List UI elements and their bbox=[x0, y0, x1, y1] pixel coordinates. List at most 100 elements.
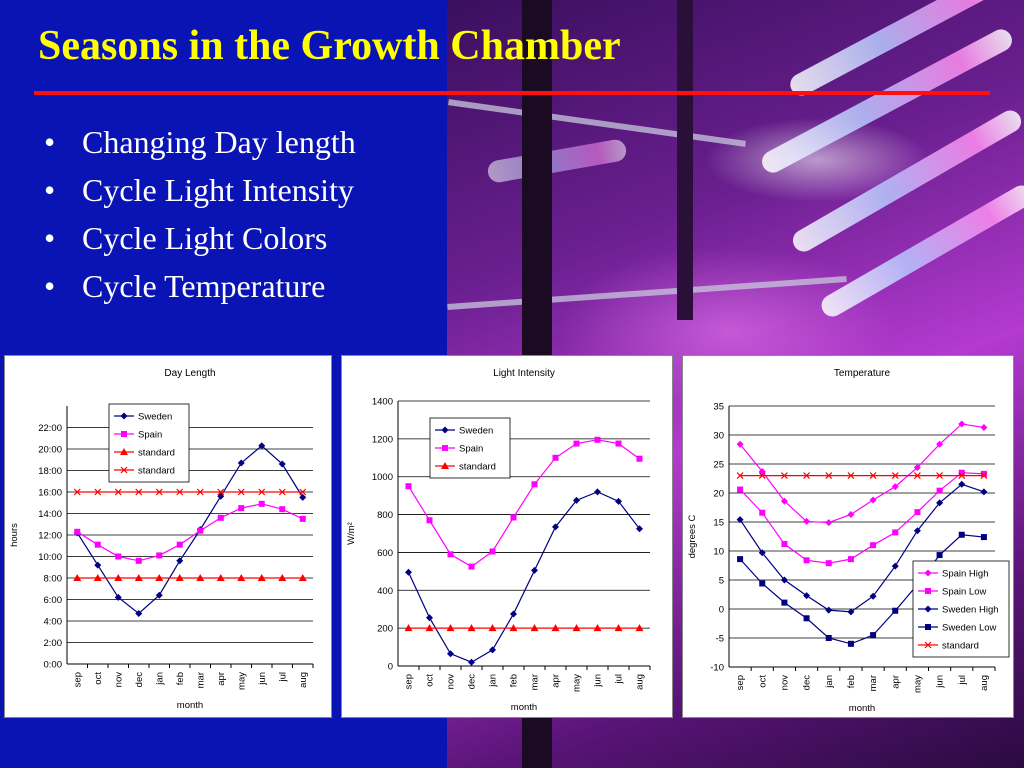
legend-marker bbox=[924, 569, 932, 577]
data-point bbox=[780, 576, 788, 584]
x-axis-label: month bbox=[849, 703, 875, 714]
data-point bbox=[156, 552, 163, 559]
data-point bbox=[825, 560, 832, 567]
data-point bbox=[958, 420, 966, 428]
data-point bbox=[758, 472, 766, 480]
x-tick-label: apr bbox=[216, 672, 227, 686]
legend-label: standard bbox=[459, 462, 496, 473]
data-point bbox=[803, 615, 810, 622]
series-line bbox=[76, 503, 304, 562]
data-point bbox=[299, 493, 307, 501]
x-tick-label: jan bbox=[824, 675, 835, 689]
chart-legend: Sweden Spain standard standard bbox=[108, 403, 190, 483]
y-tick-label: 6:00 bbox=[44, 595, 63, 606]
data-point bbox=[196, 574, 205, 581]
y-axis-label: hours bbox=[9, 523, 20, 547]
data-point bbox=[869, 472, 877, 480]
data-point bbox=[870, 632, 877, 639]
data-point bbox=[278, 460, 286, 468]
data-point bbox=[94, 541, 101, 548]
data-point bbox=[573, 496, 580, 504]
x-tick-label: nov bbox=[779, 675, 790, 691]
data-point bbox=[594, 436, 601, 443]
data-point bbox=[425, 624, 434, 632]
series-sweden bbox=[405, 488, 643, 666]
data-point bbox=[176, 557, 184, 565]
data-point bbox=[551, 624, 560, 632]
data-point bbox=[217, 492, 225, 500]
x-tick-label: oct bbox=[425, 674, 436, 687]
series-standard bbox=[73, 488, 307, 496]
data-point bbox=[176, 488, 184, 496]
shelf-rail bbox=[447, 276, 847, 310]
y-tick-label: 2:00 bbox=[44, 638, 63, 649]
data-point bbox=[803, 557, 810, 564]
data-point bbox=[217, 488, 225, 496]
series-standard bbox=[73, 574, 307, 581]
legend-marker bbox=[441, 426, 449, 434]
data-point bbox=[892, 529, 899, 536]
y-tick-label: 0:00 bbox=[44, 660, 63, 671]
x-tick-label: jan bbox=[154, 672, 165, 686]
x-tick-label: jan bbox=[488, 674, 499, 688]
bullet-item: • Cycle Light Colors bbox=[44, 214, 356, 262]
series-spain-low bbox=[737, 469, 987, 567]
data-point bbox=[93, 574, 102, 581]
data-point bbox=[237, 459, 245, 467]
data-point bbox=[936, 487, 943, 494]
data-point bbox=[980, 470, 987, 477]
x-tick-label: jul bbox=[957, 675, 968, 686]
temperature-chart: Temperature -10 -5 0 5 10 15 20 25 30 35 sep oct nov d… bbox=[682, 355, 1014, 718]
data-point bbox=[825, 472, 833, 480]
bullet-item: • Changing Day length bbox=[44, 118, 356, 166]
data-point bbox=[573, 440, 580, 447]
y-axis-label: degrees C bbox=[687, 514, 698, 558]
series-spain bbox=[74, 500, 306, 564]
y-tick-label: 22:00 bbox=[38, 423, 62, 434]
data-point bbox=[552, 523, 559, 531]
data-point bbox=[115, 553, 122, 560]
data-point bbox=[510, 610, 517, 618]
data-point bbox=[636, 455, 643, 462]
y-tick-label: 1200 bbox=[372, 434, 393, 445]
data-point bbox=[593, 624, 602, 632]
x-tick-label: dec bbox=[134, 672, 145, 688]
data-point bbox=[257, 574, 266, 581]
data-point bbox=[869, 592, 877, 600]
x-tick-label: nov bbox=[113, 672, 124, 688]
data-point bbox=[980, 472, 988, 480]
y-tick-label: 4:00 bbox=[44, 617, 63, 628]
y-tick-label: 0 bbox=[719, 605, 724, 616]
data-point bbox=[936, 472, 944, 480]
data-point bbox=[614, 624, 623, 632]
data-point bbox=[615, 497, 622, 505]
y-axis-label: W/m² bbox=[346, 522, 357, 545]
x-tick-label: jul bbox=[277, 672, 288, 683]
x-tick-label: oct bbox=[757, 675, 768, 688]
data-point bbox=[615, 440, 622, 447]
y-tick-label: 10 bbox=[713, 547, 724, 558]
x-tick-label: jul bbox=[614, 674, 625, 685]
data-point bbox=[781, 599, 788, 606]
y-tick-label: 20 bbox=[713, 489, 724, 500]
x-tick-label: may bbox=[236, 672, 247, 690]
data-point bbox=[737, 486, 744, 493]
data-point bbox=[781, 541, 788, 548]
data-point bbox=[258, 442, 266, 450]
data-point bbox=[913, 463, 921, 471]
x-tick-label: jun bbox=[935, 675, 946, 689]
data-point bbox=[155, 574, 164, 581]
bullet-item: • Cycle Light Intensity bbox=[44, 166, 356, 214]
data-point bbox=[404, 624, 413, 632]
legend-marker bbox=[442, 445, 448, 451]
data-point bbox=[467, 624, 476, 632]
data-point bbox=[405, 568, 412, 576]
legend-label: Spain High bbox=[942, 569, 988, 580]
x-tick-label: feb bbox=[846, 675, 857, 688]
day-length-plot: Day Length 0:00 2:00 4:00 6:00 8:00 10:00 12:00… bbox=[9, 368, 314, 711]
y-tick-label: 0 bbox=[388, 662, 393, 673]
data-point bbox=[447, 551, 454, 558]
data-point bbox=[299, 488, 307, 496]
x-tick-label: dec bbox=[802, 675, 813, 691]
x-tick-label: sep bbox=[735, 675, 746, 690]
